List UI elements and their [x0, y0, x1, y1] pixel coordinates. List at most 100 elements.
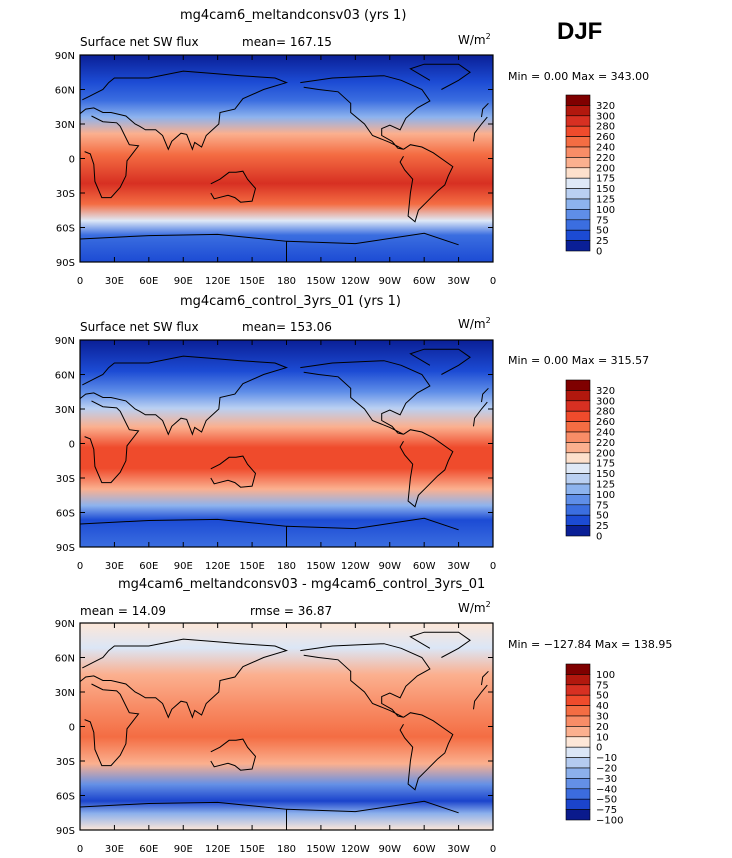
- panel-1-coastline: [210, 170, 257, 203]
- panel-1-colorbar-box: [565, 198, 591, 210]
- panel-1-colorbar-box: [565, 177, 591, 189]
- panel-1-lat-label: 90S: [56, 258, 75, 269]
- panel-2-colorbar-label: 280: [596, 407, 615, 418]
- panel-2-lon-label: 60E: [139, 561, 158, 572]
- panel-1-lon-label: 150W: [306, 276, 335, 287]
- panel-1-mean: mean= 167.15: [242, 35, 332, 49]
- panel-1-colorbar-label: 260: [596, 132, 615, 143]
- panel-2-colorbar-box: [565, 462, 591, 474]
- panel-2-colorbar-label: 0: [596, 532, 602, 543]
- panel-1-coastline: [84, 115, 488, 199]
- panel-2-coastline: [409, 348, 471, 375]
- panel-2-colorbar-box: [565, 494, 591, 506]
- panel-1-lon-label: 30E: [105, 276, 124, 287]
- panel-3-colorbar-box: [565, 798, 591, 810]
- panel-1-coastline: [409, 63, 471, 90]
- panel-2-lat-label: 60S: [56, 509, 75, 520]
- panel-3-lon-label: 60W: [413, 844, 436, 855]
- panel-2-colorbar-label: 220: [596, 438, 615, 449]
- panel-1-colorbar-label: 320: [596, 101, 615, 112]
- panel-2-colorbar-label: 260: [596, 417, 615, 428]
- panel-1-colorbar-label: 100: [596, 205, 615, 216]
- panel-2-colorbar-label: 125: [596, 480, 615, 491]
- panel-3-colorbar-label: −30: [596, 774, 617, 785]
- panel-2-colorbar-label: 240: [596, 428, 615, 439]
- panel-1-lon-label: 150E: [239, 276, 264, 287]
- panel-1-lon-label: 0: [490, 276, 496, 287]
- panel-3-colorbar-box: [565, 684, 591, 696]
- panel-3-lon-label: 90E: [174, 844, 193, 855]
- panel-1-lat-label: 60S: [56, 224, 75, 235]
- panel-2-minmax: Min = 0.00 Max = 315.57: [508, 354, 650, 367]
- panel-3-minmax: Min = −127.84 Max = 138.95: [508, 638, 673, 651]
- panel-3-lon-label: 60E: [139, 844, 158, 855]
- panel-2-lon-label: 30E: [105, 561, 124, 572]
- panel-2-colorbar-label: 175: [596, 459, 615, 470]
- panel-3-colorbar-label: 75: [596, 680, 609, 691]
- panel-2-lat-label: 90S: [56, 543, 75, 554]
- panel-2-colorbar-box: [565, 421, 591, 433]
- panel-3-rmse: rmse = 36.87: [250, 604, 333, 618]
- panel-3-lat-label: 0: [69, 723, 75, 734]
- panel-2-lon-label: 30W: [447, 561, 470, 572]
- panel-2-lon-label: 0: [490, 561, 496, 572]
- panel-2-colorbar-box: [565, 452, 591, 464]
- panel-2-colorbar-box: [565, 400, 591, 412]
- panel-1-minmax: Min = 0.00 Max = 343.00: [508, 70, 650, 83]
- panel-1-colorbar-box: [565, 136, 591, 148]
- panel-3-colorbar-box: [565, 694, 591, 706]
- panel-2-lon-label: 180: [277, 561, 296, 572]
- panel-3-colorbar-label: −75: [596, 805, 617, 816]
- panel-1-colorbar-box: [565, 115, 591, 127]
- panel-1-field: [80, 55, 493, 262]
- panel-2-colorbar-box: [565, 504, 591, 516]
- panel-1-lon-label: 30W: [447, 276, 470, 287]
- panel-3-colorbar-box: [565, 788, 591, 800]
- panel-2-lon-label: 90W: [378, 561, 401, 572]
- panel-1-units: W/m2: [458, 32, 491, 47]
- panel-1-colorbar-box: [565, 209, 591, 221]
- panel-3-coastline: [84, 683, 488, 767]
- panel-3-colorbar-label: 100: [596, 670, 615, 681]
- panel-3-colorbar-box: [565, 663, 591, 675]
- panel-1-colorbar-label: 175: [596, 174, 615, 185]
- panel-1-colorbar-box: [565, 94, 591, 106]
- panel-2-field-label: Surface net SW flux: [80, 320, 199, 334]
- panel-1-colorbar-box: [565, 167, 591, 179]
- panel-2-coastline: [399, 429, 454, 508]
- panel-1-lat-label: 30N: [55, 120, 75, 131]
- panel-1-lon-label: 60E: [139, 276, 158, 287]
- panel-1-lon-label: 90W: [378, 276, 401, 287]
- panel-2-colorbar-box: [565, 514, 591, 526]
- panel-3-colorbar-box: [565, 767, 591, 779]
- panel-1-lon-label: 120E: [205, 276, 230, 287]
- panel-3-colorbar-label: 0: [596, 743, 602, 754]
- panel-3-lon-label: 150E: [239, 844, 264, 855]
- panel-3-colorbar-label: −10: [596, 753, 617, 764]
- panel-2-colorbar-box: [565, 525, 591, 537]
- panel-1-colorbar-label: 200: [596, 163, 615, 174]
- panel-1-colorbar-label: 220: [596, 153, 615, 164]
- panel-2-coastline: [210, 455, 257, 488]
- panel-2-colorbar-box: [565, 442, 591, 454]
- panel-3-colorbar-box: [565, 726, 591, 738]
- panel-2-coastline: [79, 517, 459, 547]
- panel-2-lat-label: 0: [69, 440, 75, 451]
- panel-2-field: [80, 340, 493, 547]
- panel-3-lon-label: 150W: [306, 844, 335, 855]
- panel-3-colorbar-box: [565, 778, 591, 790]
- panel-3-colorbar-box: [565, 715, 591, 727]
- panel-2-title: mg4cam6_control_3yrs_01 (yrs 1): [180, 294, 401, 309]
- panel-3-lat-label: 30N: [55, 688, 75, 699]
- panel-1-lat-label: 60N: [55, 86, 75, 97]
- panel-2-colorbar-box: [565, 473, 591, 485]
- panel-1-lon-label: 0: [77, 276, 83, 287]
- panel-1-colorbar-box: [565, 157, 591, 169]
- panel-3-coastline: [399, 712, 454, 791]
- panel-3-colorbar-box: [565, 674, 591, 686]
- panel-2-colorbar-label: 75: [596, 500, 609, 511]
- panel-1-colorbar-label: 50: [596, 226, 609, 237]
- panel-3-coastline: [79, 800, 459, 830]
- panel-1-colorbar-box: [565, 105, 591, 117]
- panel-1-colorbar-box: [565, 229, 591, 241]
